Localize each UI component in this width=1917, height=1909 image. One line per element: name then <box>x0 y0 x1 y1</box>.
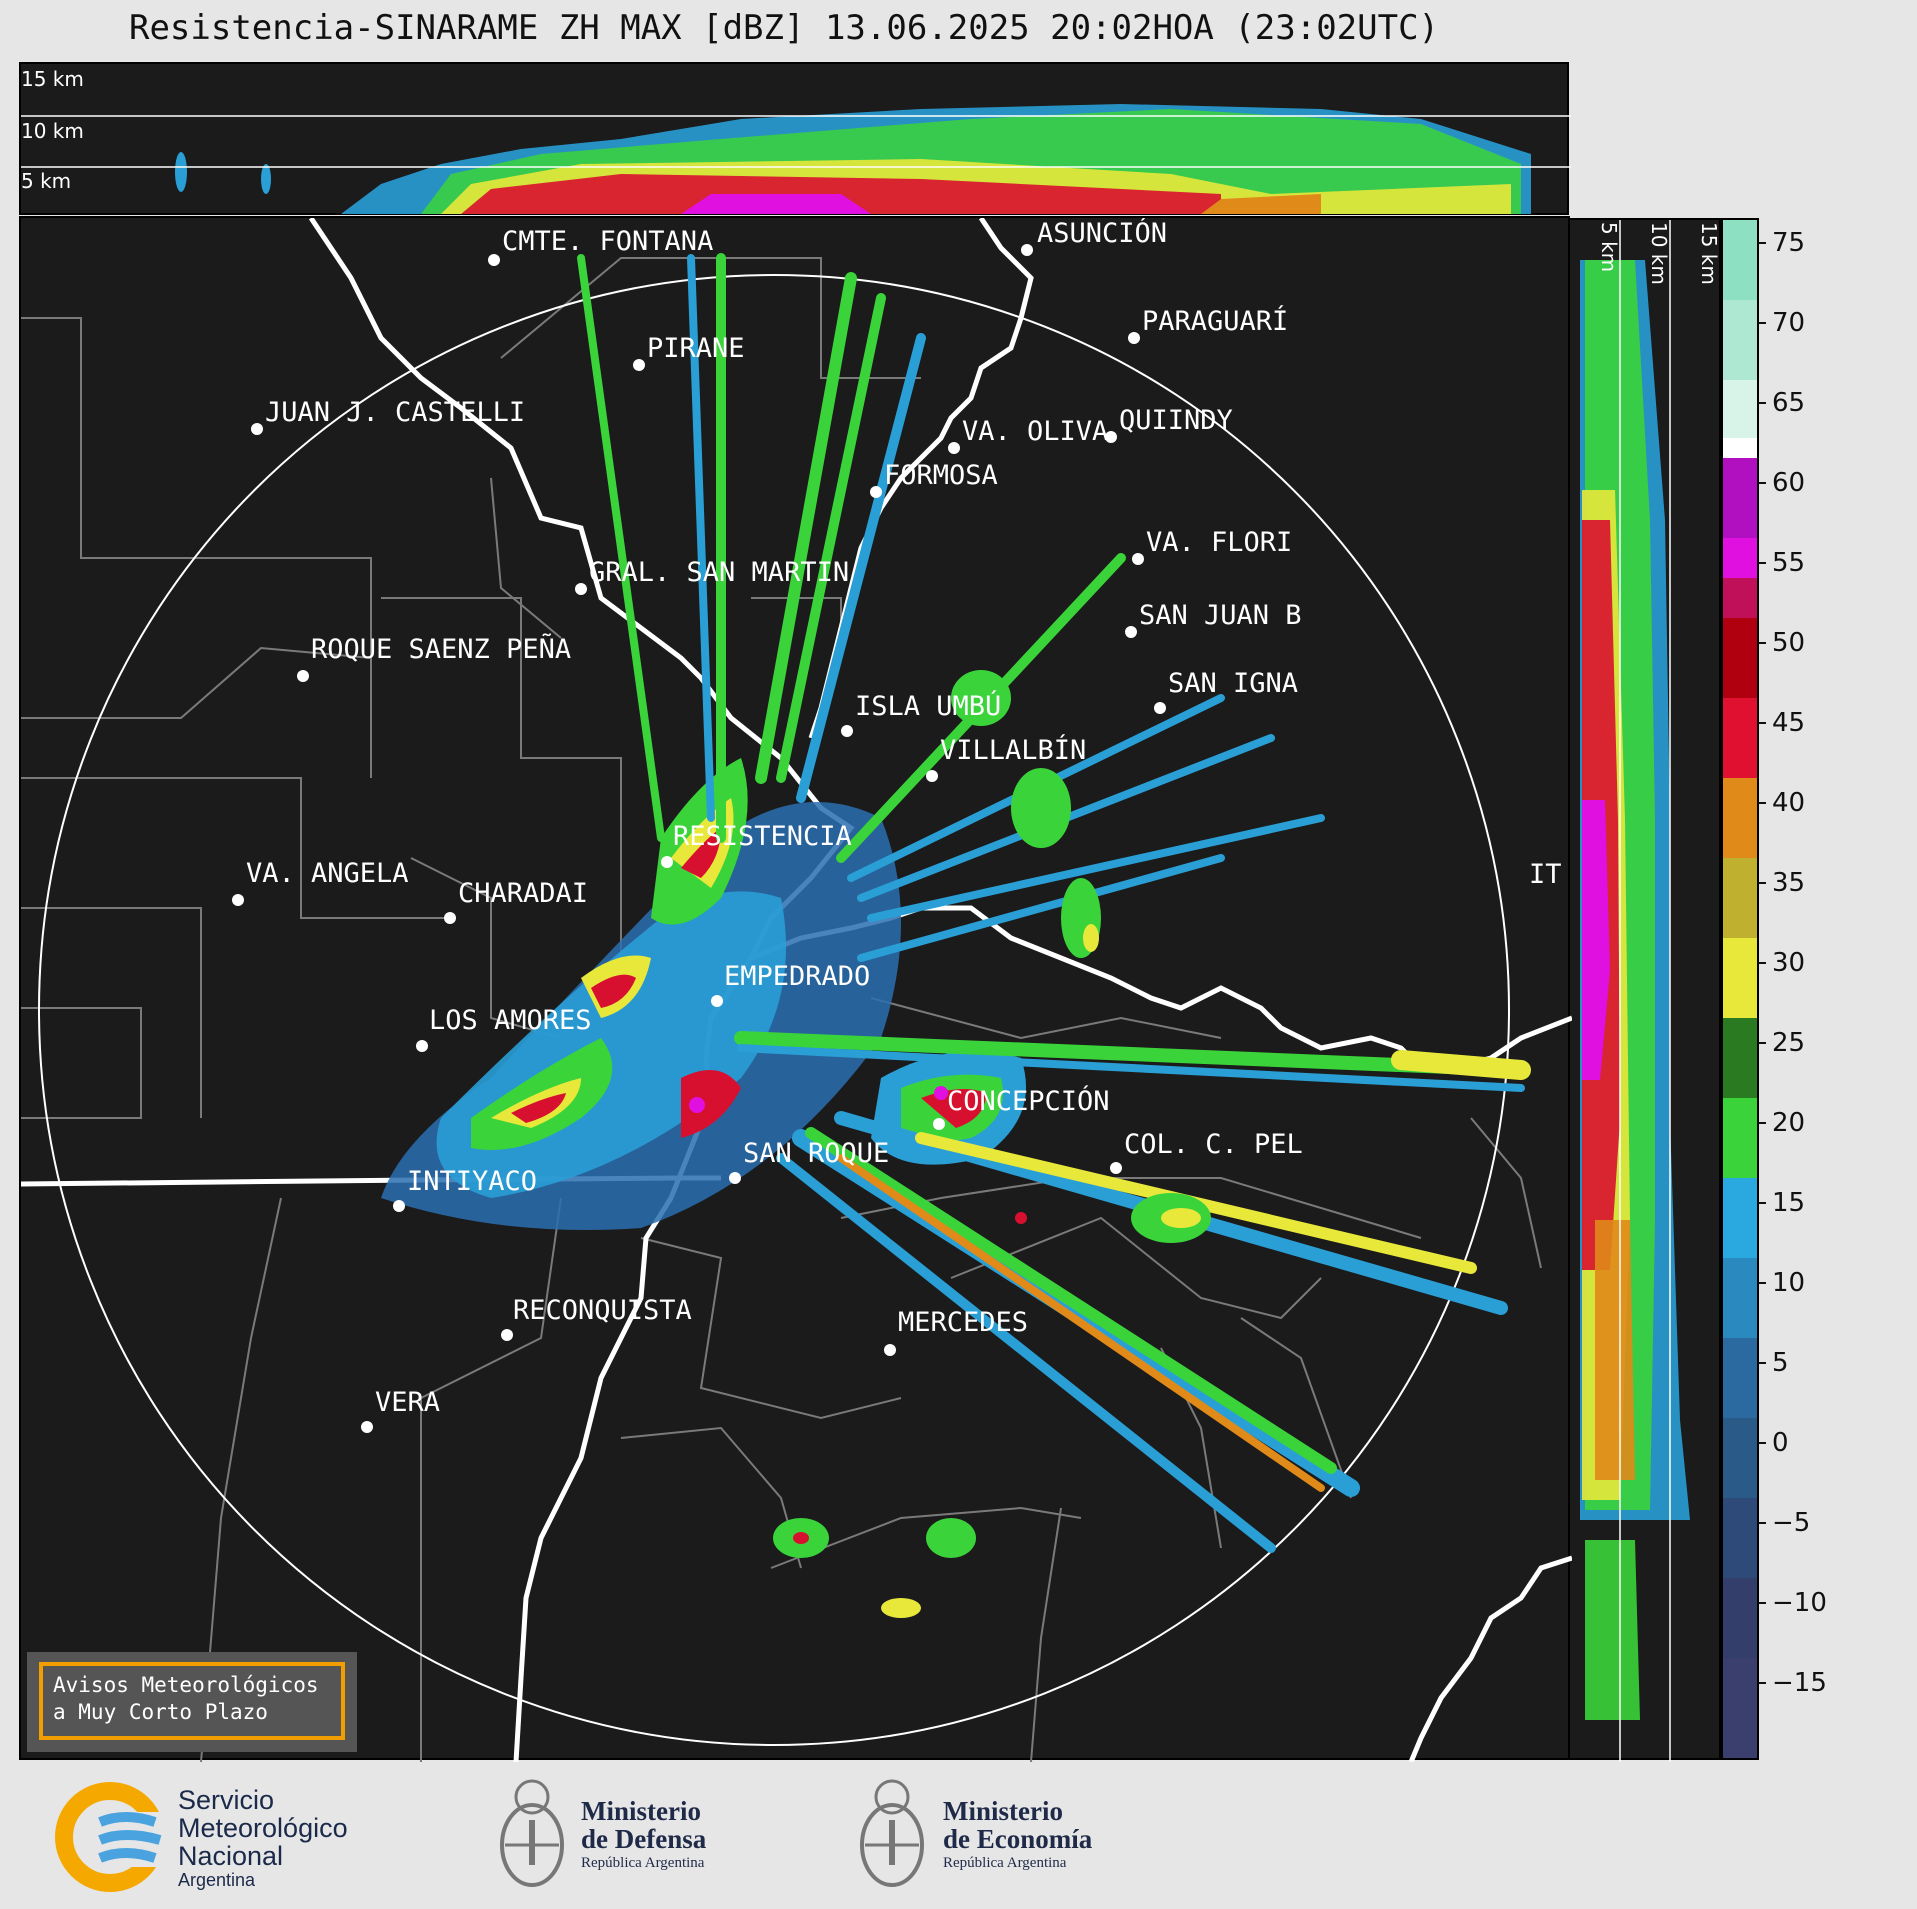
ns-altitude-5km: 5 km <box>1597 222 1621 272</box>
defensa-logo[interactable]: Ministerio de Defensa República Argentin… <box>495 1775 755 1900</box>
city-villalbin[interactable]: VILLALBÍN <box>940 734 1086 766</box>
smn-emblem-icon <box>55 1782 165 1892</box>
city-san-ignacio[interactable]: SAN IGNA <box>1168 668 1298 699</box>
ew-altitude-5km: 5 km <box>21 169 71 193</box>
ns-cross-section: 5 km 10 km 15 km <box>1568 218 1721 1762</box>
city-charadai[interactable]: CHARADAI <box>458 878 588 909</box>
colorbar-tick-minus10: −10 <box>1758 1590 1827 1616</box>
city-col-c-pellegrini[interactable]: COL. C. PEL <box>1124 1129 1303 1160</box>
admin-boundaries <box>21 257 1542 1762</box>
city-quiindy[interactable]: QUIINDY <box>1119 405 1233 436</box>
city-formosa[interactable]: FORMOSA <box>884 460 998 491</box>
colorbar-tick-75: 75 <box>1757 230 1805 256</box>
city-pirane[interactable]: PIRANE <box>647 333 745 364</box>
alert-line-2: a Muy Corto Plazo <box>53 1700 268 1724</box>
city-reconquista[interactable]: RECONQUISTA <box>513 1295 692 1326</box>
colorbar-tick-45: 45 <box>1757 710 1805 736</box>
radar-map[interactable]: CMTE. FONTANA ASUNCIÓN PARAGUARÍ PIRANE … <box>19 216 1572 1762</box>
colorbar-tick-55: 55 <box>1757 550 1805 576</box>
city-markers: CMTE. FONTANA ASUNCIÓN PARAGUARÍ PIRANE … <box>232 218 1562 1433</box>
city-concepcion[interactable]: CONCEPCIÓN <box>947 1085 1110 1117</box>
city-gral-san-martin[interactable]: GRAL. SAN MARTIN <box>589 557 849 588</box>
city-asuncion[interactable]: ASUNCIÓN <box>1037 218 1167 249</box>
colorbar-tick-30: 30 <box>1757 950 1805 976</box>
city-los-amores[interactable]: LOS AMORES <box>429 1005 592 1036</box>
economia-line-1: Ministerio <box>943 1796 1063 1826</box>
city-resistencia[interactable]: RESISTENCIA <box>673 821 852 852</box>
colorbar <box>1721 218 1759 1760</box>
alert-box-frame: Avisos Meteorológicos a Muy Corto Plazo <box>39 1662 345 1740</box>
city-vera[interactable]: VERA <box>375 1387 440 1418</box>
ew-altitude-15km: 15 km <box>21 67 84 91</box>
ew-cross-section: 15 km 10 km 5 km <box>19 62 1571 215</box>
colorbar-tick-10: 10 <box>1757 1270 1805 1296</box>
economia-line-2: de Economía <box>943 1824 1093 1854</box>
colorbar-tick-15: 15 <box>1757 1190 1805 1216</box>
ew-altitude-10km: 10 km <box>21 119 84 143</box>
economia-line-3: República Argentina <box>943 1855 1067 1871</box>
colorbar-tick-50: 50 <box>1757 630 1805 656</box>
smn-logo[interactable]: Servicio Meteorológico Nacional Argentin… <box>55 1782 385 1892</box>
colorbar-tick-minus15: −15 <box>1758 1670 1827 1696</box>
economia-logo[interactable]: Ministerio de Economía República Argenti… <box>855 1775 1135 1900</box>
city-roque-saenz-pena[interactable]: ROQUE SAENZ PEÑA <box>311 633 571 665</box>
colorbar-tick-5: 5 <box>1758 1350 1789 1376</box>
smn-line-3: Nacional <box>178 1841 284 1871</box>
coat-of-arms-icon <box>500 1779 564 1887</box>
smn-line-4: Argentina <box>178 1870 256 1890</box>
colorbar-tick-35: 35 <box>1757 870 1805 896</box>
smn-line-2: Meteorológico <box>178 1813 348 1843</box>
ns-altitude-15km: 15 km <box>1697 222 1721 285</box>
city-san-roque[interactable]: SAN ROQUE <box>743 1138 889 1169</box>
colorbar-tick-40: 40 <box>1757 790 1805 816</box>
smn-line-1: Servicio <box>178 1785 275 1815</box>
radar-echoes <box>381 253 1531 1618</box>
city-cmte-fontana[interactable]: CMTE. FONTANA <box>502 226 713 257</box>
city-juan-j-castelli[interactable]: JUAN J. CASTELLI <box>265 397 525 428</box>
ns-altitude-10km: 10 km <box>1647 222 1671 285</box>
city-empedrado[interactable]: EMPEDRADO <box>724 961 870 992</box>
defensa-line-1: Ministerio <box>581 1796 701 1826</box>
city-va-angela[interactable]: VA. ANGELA <box>246 858 409 889</box>
alert-box[interactable]: Avisos Meteorológicos a Muy Corto Plazo <box>27 1652 357 1752</box>
colorbar-tick-60: 60 <box>1757 470 1805 496</box>
city-va-oliva[interactable]: VA. OLIVA <box>962 416 1108 447</box>
range-ring <box>38 274 1510 1746</box>
colorbar-tick-minus5: −5 <box>1757 1510 1810 1536</box>
city-intiyaco[interactable]: INTIYACO <box>407 1166 537 1197</box>
page-title: Resistencia-SINARAME ZH MAX [dBZ] 13.06.… <box>128 8 1440 48</box>
colorbar-tick-0: 0 <box>1758 1430 1789 1456</box>
defensa-line-2: de Defensa <box>581 1824 707 1854</box>
colorbar-tick-20: 20 <box>1757 1110 1805 1136</box>
city-mercedes[interactable]: MERCEDES <box>898 1307 1028 1338</box>
city-san-juan-b[interactable]: SAN JUAN B <box>1139 600 1302 631</box>
colorbar-tick-65: 65 <box>1757 390 1805 416</box>
colorbar-tick-25: 25 <box>1757 1030 1805 1056</box>
city-isla-umbu[interactable]: ISLA UMBÚ <box>855 690 1001 722</box>
alert-line-1: Avisos Meteorológicos <box>53 1673 319 1697</box>
colorbar-tick-70: 70 <box>1757 310 1805 336</box>
defensa-line-3: República Argentina <box>581 1855 705 1871</box>
city-paraguari[interactable]: PARAGUARÍ <box>1142 305 1288 337</box>
city-it[interactable]: IT <box>1529 859 1562 890</box>
city-va-florida[interactable]: VA. FLORI <box>1146 527 1292 558</box>
coat-of-arms-icon <box>860 1779 924 1887</box>
